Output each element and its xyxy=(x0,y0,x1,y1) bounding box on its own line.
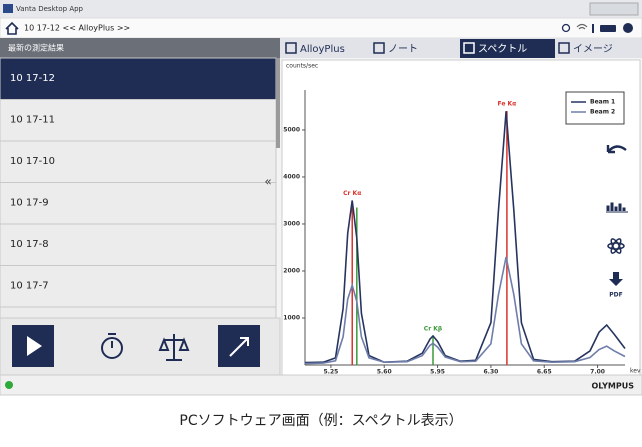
tab[interactable] xyxy=(370,39,460,58)
x-tick-label: 5.60 xyxy=(377,369,392,376)
result-item[interactable] xyxy=(0,223,277,266)
tab[interactable] xyxy=(460,39,555,58)
window-controls[interactable] xyxy=(589,2,639,16)
timer-button[interactable] xyxy=(101,333,123,359)
peak-label: Cr Kβ xyxy=(424,325,443,332)
y-tick-label: 1000 xyxy=(283,314,300,321)
status-bar xyxy=(0,374,642,396)
result-item[interactable] xyxy=(0,182,277,225)
result-item-label: 10 17-9 xyxy=(10,198,49,209)
title-bar xyxy=(0,0,642,18)
result-item[interactable] xyxy=(0,265,277,308)
spectrum-line xyxy=(304,256,626,365)
x-tick-label: 5.25 xyxy=(323,369,338,376)
y-tick-label: 2000 xyxy=(283,267,300,274)
export-icon xyxy=(229,337,249,357)
tab-icon xyxy=(373,42,385,54)
y-tick-label: 3000 xyxy=(283,220,300,227)
collapse-button[interactable]: « xyxy=(264,175,271,189)
sidebar-header-text: 最新の測定結果 xyxy=(8,43,64,53)
pdf-label: PDF xyxy=(609,292,622,299)
legend-box xyxy=(565,91,625,125)
result-item-label: 10 17-12 xyxy=(10,73,55,84)
result-item-label: 10 17-10 xyxy=(10,156,55,167)
home-icon[interactable] xyxy=(5,21,19,35)
result-item-label: 10 17-7 xyxy=(10,281,49,292)
legend-label: Beam 1 xyxy=(590,99,615,106)
x-tick-label: 5.95 xyxy=(430,369,445,376)
tab-label: スペクトル xyxy=(478,43,527,55)
tab[interactable] xyxy=(282,39,370,58)
y-tick-label: 4000 xyxy=(283,173,300,180)
status-icons xyxy=(561,23,633,33)
sidebar-scrollbar[interactable] xyxy=(276,58,280,148)
element-tool[interactable] xyxy=(607,238,625,255)
x-tick-label: 7.00 xyxy=(590,369,605,376)
tab-icon xyxy=(558,42,570,54)
result-item-label: 10 17-8 xyxy=(10,239,49,250)
play-icon xyxy=(27,336,42,356)
tab-label: AlloyPlus xyxy=(300,44,345,55)
pdf-tool[interactable] xyxy=(609,272,623,286)
breadcrumb: 10 17-12 << AlloyPlus >> xyxy=(24,24,130,33)
connection-indicator xyxy=(5,381,13,389)
app-icon xyxy=(3,4,13,13)
tab-label: イメージ xyxy=(573,44,613,55)
window-title: Vanta Desktop App xyxy=(16,5,84,13)
peak-label: Fe Kα xyxy=(498,101,517,108)
caption: PCソフトウェア画面（例：スペクトル表示） xyxy=(179,413,462,429)
y-tick-label: 5000 xyxy=(283,126,300,133)
tab-icon xyxy=(463,42,475,54)
peak-tool[interactable] xyxy=(606,202,628,213)
tab[interactable] xyxy=(555,39,642,58)
chart-tools xyxy=(606,145,628,286)
tab-label: ノート xyxy=(388,44,418,55)
undo-tool[interactable] xyxy=(606,145,627,154)
result-item[interactable] xyxy=(0,57,277,100)
legend-label: Beam 2 xyxy=(590,109,615,116)
peak-label: Cr Kα xyxy=(343,190,361,197)
result-item[interactable] xyxy=(0,140,277,183)
x-tick-label: 6.65 xyxy=(537,369,552,376)
result-item[interactable] xyxy=(0,306,277,319)
x-tick-label: 6.30 xyxy=(483,369,498,376)
y-axis-label: counts/sec xyxy=(286,63,318,70)
brand: OLYMPUS xyxy=(591,382,634,391)
sidebar-header xyxy=(0,38,280,58)
x-axis-label: kev xyxy=(630,368,641,375)
scale-button[interactable] xyxy=(158,334,190,361)
tab-icon xyxy=(285,42,297,54)
result-item-label: 10 17-11 xyxy=(10,115,55,126)
